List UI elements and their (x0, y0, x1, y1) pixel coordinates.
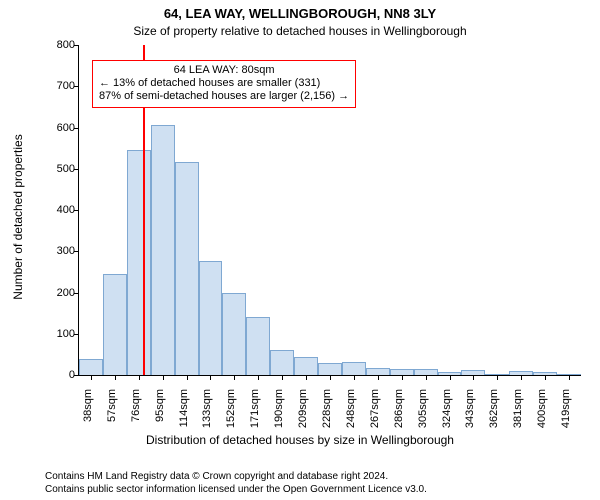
x-tick-label: 38sqm (82, 389, 94, 439)
x-tick-mark (91, 375, 92, 380)
x-tick-mark (569, 375, 570, 380)
x-tick-label: 267sqm (369, 389, 381, 439)
x-tick-mark (545, 375, 546, 380)
histogram-bar (127, 150, 151, 375)
histogram-bar (79, 359, 103, 375)
histogram-bar (151, 125, 175, 375)
y-tick-mark (74, 210, 79, 211)
y-tick-mark (74, 334, 79, 335)
x-tick-label: 76sqm (130, 389, 142, 439)
histogram-bar (222, 293, 246, 375)
histogram-bar (103, 274, 127, 375)
y-tick-label: 600 (57, 122, 75, 134)
x-tick-mark (163, 375, 164, 380)
x-tick-label: 152sqm (225, 389, 237, 439)
y-tick-label: 500 (57, 163, 75, 175)
x-tick-mark (306, 375, 307, 380)
histogram-bar (246, 317, 270, 375)
histogram-bar (270, 350, 294, 375)
footer-line-2: Contains public sector information licen… (45, 483, 427, 496)
y-tick-label: 100 (57, 328, 75, 340)
footer-attribution: Contains HM Land Registry data © Crown c… (45, 470, 427, 496)
histogram-bar (366, 368, 390, 375)
x-tick-label: 419sqm (560, 389, 572, 439)
annotation-line-1: 64 LEA WAY: 80sqm (99, 64, 349, 77)
x-tick-label: 400sqm (536, 389, 548, 439)
histogram-bar (175, 162, 199, 375)
y-tick-mark (74, 251, 79, 252)
chart-title: 64, LEA WAY, WELLINGBOROUGH, NN8 3LY (0, 6, 600, 21)
x-tick-label: 133sqm (201, 389, 213, 439)
x-tick-mark (139, 375, 140, 380)
annotation-line-2: ← 13% of detached houses are smaller (33… (99, 77, 349, 90)
x-tick-label: 286sqm (393, 389, 405, 439)
y-tick-mark (74, 169, 79, 170)
y-tick-mark (74, 128, 79, 129)
y-tick-label: 400 (57, 204, 75, 216)
x-tick-label: 381sqm (512, 389, 524, 439)
annotation-box: 64 LEA WAY: 80sqm ← 13% of detached hous… (92, 60, 356, 108)
y-axis-label: Number of detached properties (11, 52, 25, 382)
y-tick-mark (74, 293, 79, 294)
x-tick-label: 114sqm (178, 389, 190, 439)
x-tick-label: 190sqm (273, 389, 285, 439)
footer-line-1: Contains HM Land Registry data © Crown c… (45, 470, 427, 483)
x-tick-mark (210, 375, 211, 380)
x-tick-mark (426, 375, 427, 380)
y-tick-label: 800 (57, 39, 75, 51)
x-tick-label: 343sqm (464, 389, 476, 439)
x-tick-label: 171sqm (249, 389, 261, 439)
annotation-line-3: 87% of semi-detached houses are larger (… (99, 90, 349, 103)
x-tick-mark (330, 375, 331, 380)
x-tick-mark (497, 375, 498, 380)
x-tick-mark (402, 375, 403, 380)
histogram-bar (199, 261, 223, 375)
x-tick-label: 228sqm (321, 389, 333, 439)
x-tick-mark (354, 375, 355, 380)
y-tick-mark (74, 45, 79, 46)
y-tick-mark (74, 375, 79, 376)
x-tick-mark (378, 375, 379, 380)
x-tick-mark (115, 375, 116, 380)
x-tick-mark (234, 375, 235, 380)
x-tick-label: 324sqm (441, 389, 453, 439)
histogram-bar (342, 362, 366, 375)
x-tick-mark (282, 375, 283, 380)
x-tick-mark (521, 375, 522, 380)
y-tick-mark (74, 86, 79, 87)
x-tick-mark (187, 375, 188, 380)
x-tick-label: 57sqm (106, 389, 118, 439)
x-tick-mark (473, 375, 474, 380)
x-tick-mark (258, 375, 259, 380)
y-tick-label: 300 (57, 245, 75, 257)
x-tick-label: 362sqm (488, 389, 500, 439)
x-tick-label: 305sqm (417, 389, 429, 439)
x-tick-label: 248sqm (345, 389, 357, 439)
chart-subtitle: Size of property relative to detached ho… (0, 24, 600, 38)
y-tick-label: 200 (57, 287, 75, 299)
y-tick-label: 700 (57, 80, 75, 92)
histogram-bar (318, 363, 342, 375)
x-tick-label: 95sqm (154, 389, 166, 439)
histogram-bar (294, 357, 318, 375)
x-tick-label: 209sqm (297, 389, 309, 439)
x-tick-mark (450, 375, 451, 380)
